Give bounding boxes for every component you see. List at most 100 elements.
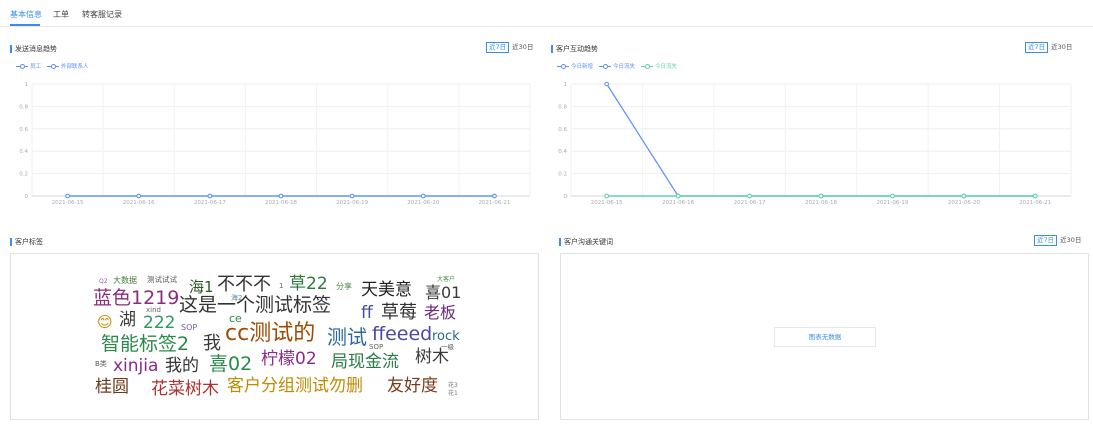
legend-marker-icon xyxy=(557,63,569,69)
tag-word[interactable]: 一级 xyxy=(441,343,454,351)
data-point xyxy=(818,193,824,199)
tag-word[interactable]: ce xyxy=(229,312,242,325)
x-tick-label: 2021-06-21 xyxy=(478,200,510,206)
data-point xyxy=(604,81,610,87)
tag-word[interactable]: 1 xyxy=(279,282,284,290)
interaction-trend-range: 近7日 近30日 xyxy=(1025,42,1075,53)
legend-item-external[interactable]: 外部联系人 xyxy=(47,62,89,70)
send-trend-7d-button[interactable]: 近7日 xyxy=(486,42,510,53)
y-tick-label: 0.2 xyxy=(558,172,567,178)
interaction-trend-chart: 1 0.8 0.6 0.4 0.2 0 2021-06-15 2021-06-16 2021-0… xyxy=(558,81,1072,206)
tag-word[interactable]: 这是一个测试标签 xyxy=(179,294,332,316)
tag-word[interactable]: 海2 xyxy=(231,294,243,302)
send-trend-30d-button[interactable]: 近30日 xyxy=(512,43,534,51)
keywords-7d-button[interactable]: 近7日 xyxy=(1034,235,1058,246)
y-tick-label: 1 xyxy=(564,82,568,88)
tag-word[interactable]: 花1 xyxy=(448,390,458,397)
legend-item-new[interactable]: 今日新增 xyxy=(557,62,593,70)
data-point xyxy=(604,193,610,199)
keywords-title: 客户沟通关键词 xyxy=(559,237,613,247)
tag-word[interactable]: 天美意 xyxy=(361,280,412,300)
series-line xyxy=(606,83,1036,197)
y-tick-label: 0.6 xyxy=(19,127,28,133)
tag-word[interactable]: cc测试的 xyxy=(225,321,316,346)
tag-word[interactable]: 蓝色1219 xyxy=(93,287,180,309)
tag-word[interactable]: 222 xyxy=(143,313,176,333)
tag-word[interactable]: SOP xyxy=(181,323,198,332)
legend-label: 员工 xyxy=(30,64,42,70)
keywords-30d-button[interactable]: 近30日 xyxy=(1060,236,1082,244)
y-tick-label: 0.4 xyxy=(19,149,28,155)
x-tick-label: 2021-06-20 xyxy=(407,200,439,206)
tag-word[interactable]: 花3 xyxy=(448,382,458,389)
y-tick-label: 0.4 xyxy=(558,149,567,155)
tag-word[interactable]: Q2 xyxy=(99,278,108,285)
tag-cloud: Q2 大数据 测试试试 海1 不不不 1 草22 分享 天美意 大客户 喜01 蓝色1219 这是一个测… xyxy=(11,254,538,419)
legend-item-lost[interactable]: 今日流失 xyxy=(599,62,635,70)
send-trend-chart: 1 0.8 0.6 0.4 0.2 0 2021-06-15 2021-06-16 2021-0… xyxy=(19,82,531,206)
legend-marker-icon xyxy=(47,63,60,69)
tag-word[interactable]: 喜02 xyxy=(209,353,253,375)
tag-word[interactable]: 我的 xyxy=(165,356,199,376)
x-tick-label: 2021-06-17 xyxy=(734,200,766,206)
tag-word[interactable]: 大数据 xyxy=(113,276,137,285)
y-tick-label: 0.8 xyxy=(19,104,28,110)
tag-word[interactable]: 不不不 xyxy=(217,274,271,295)
top-tabs: 基本信息 工单 转客服记录 xyxy=(0,0,1093,27)
tag-word[interactable]: 测试试试 xyxy=(147,275,177,284)
tag-word[interactable]: 桂圆 xyxy=(95,377,129,397)
legend-item-lost-2[interactable]: 今日流失 xyxy=(641,62,677,70)
legend-label: 今日流失 xyxy=(613,64,636,70)
customer-tags-title: 客户标签 xyxy=(10,237,43,247)
tag-word[interactable]: xind xyxy=(146,306,161,314)
tag-word[interactable]: 大客户 xyxy=(437,276,456,283)
tag-word[interactable]: 草莓 xyxy=(381,302,417,323)
interaction-trend-7d-button[interactable]: 近7日 xyxy=(1025,42,1049,53)
data-point xyxy=(136,193,142,199)
tab-work-order[interactable]: 工单 xyxy=(53,10,69,19)
tag-word[interactable]: 树木 xyxy=(415,347,449,367)
tab-transfer-records[interactable]: 转客服记录 xyxy=(82,10,122,19)
tag-word[interactable]: ff xyxy=(361,303,373,323)
tag-cloud-box: Q2 大数据 测试试试 海1 不不不 1 草22 分享 天美意 大客户 喜01 蓝色1219 这是一个测… xyxy=(10,253,539,420)
tag-word[interactable]: 客户分组测试勿删 xyxy=(227,376,363,396)
tag-word[interactable]: 柠檬02 xyxy=(261,349,317,369)
tag-word[interactable]: 局现金流 xyxy=(331,352,399,372)
tag-word[interactable]: rock xyxy=(432,329,460,344)
send-trend-legend: 员工 外部联系人 xyxy=(16,62,89,70)
tag-word[interactable]: 草22 xyxy=(289,274,328,294)
tag-word[interactable]: SOP xyxy=(369,343,384,351)
send-trend-range: 近7日 近30日 xyxy=(486,42,536,53)
tag-word[interactable]: xinjia xyxy=(113,356,159,376)
tag-word[interactable]: 海1 xyxy=(189,278,214,296)
legend-item-staff[interactable]: 员工 xyxy=(16,62,41,70)
data-point xyxy=(492,193,497,199)
tag-word[interactable]: ffeeed xyxy=(372,323,433,345)
data-point xyxy=(65,193,70,199)
tag-word[interactable]: 测试 xyxy=(327,325,367,349)
y-tick-label: 0.6 xyxy=(558,127,567,133)
data-point xyxy=(747,193,752,199)
data-point xyxy=(278,193,284,199)
interaction-trend-30d-button[interactable]: 近30日 xyxy=(1051,43,1073,51)
tag-word[interactable]: 😊 xyxy=(97,313,113,331)
data-point xyxy=(675,193,681,199)
tag-word[interactable]: B类 xyxy=(95,360,107,368)
tag-word[interactable]: 湖 xyxy=(119,310,136,330)
active-tab-indicator xyxy=(10,24,40,26)
tag-word[interactable]: 花菜树木 xyxy=(151,379,219,399)
legend-label: 今日新增 xyxy=(571,64,594,70)
x-tick-label: 2021-06-18 xyxy=(265,200,297,206)
interaction-trend-legend: 今日新增 今日流失 今日流失 xyxy=(557,62,677,70)
tag-word[interactable]: 友好度 xyxy=(387,376,438,396)
tag-word[interactable]: 老板 xyxy=(424,303,457,322)
data-point xyxy=(890,193,895,199)
data-point xyxy=(1032,193,1038,199)
tag-word[interactable]: 喜01 xyxy=(425,283,462,302)
tag-word[interactable]: 我 xyxy=(203,333,221,354)
tag-word[interactable]: 智能标签2 xyxy=(101,333,190,355)
tag-word[interactable]: 分享 xyxy=(336,282,352,291)
tab-basic-info[interactable]: 基本信息 xyxy=(10,10,42,19)
x-tick-label: 2021-06-19 xyxy=(336,200,368,206)
no-data-placeholder: 图表无数据 xyxy=(774,327,876,347)
